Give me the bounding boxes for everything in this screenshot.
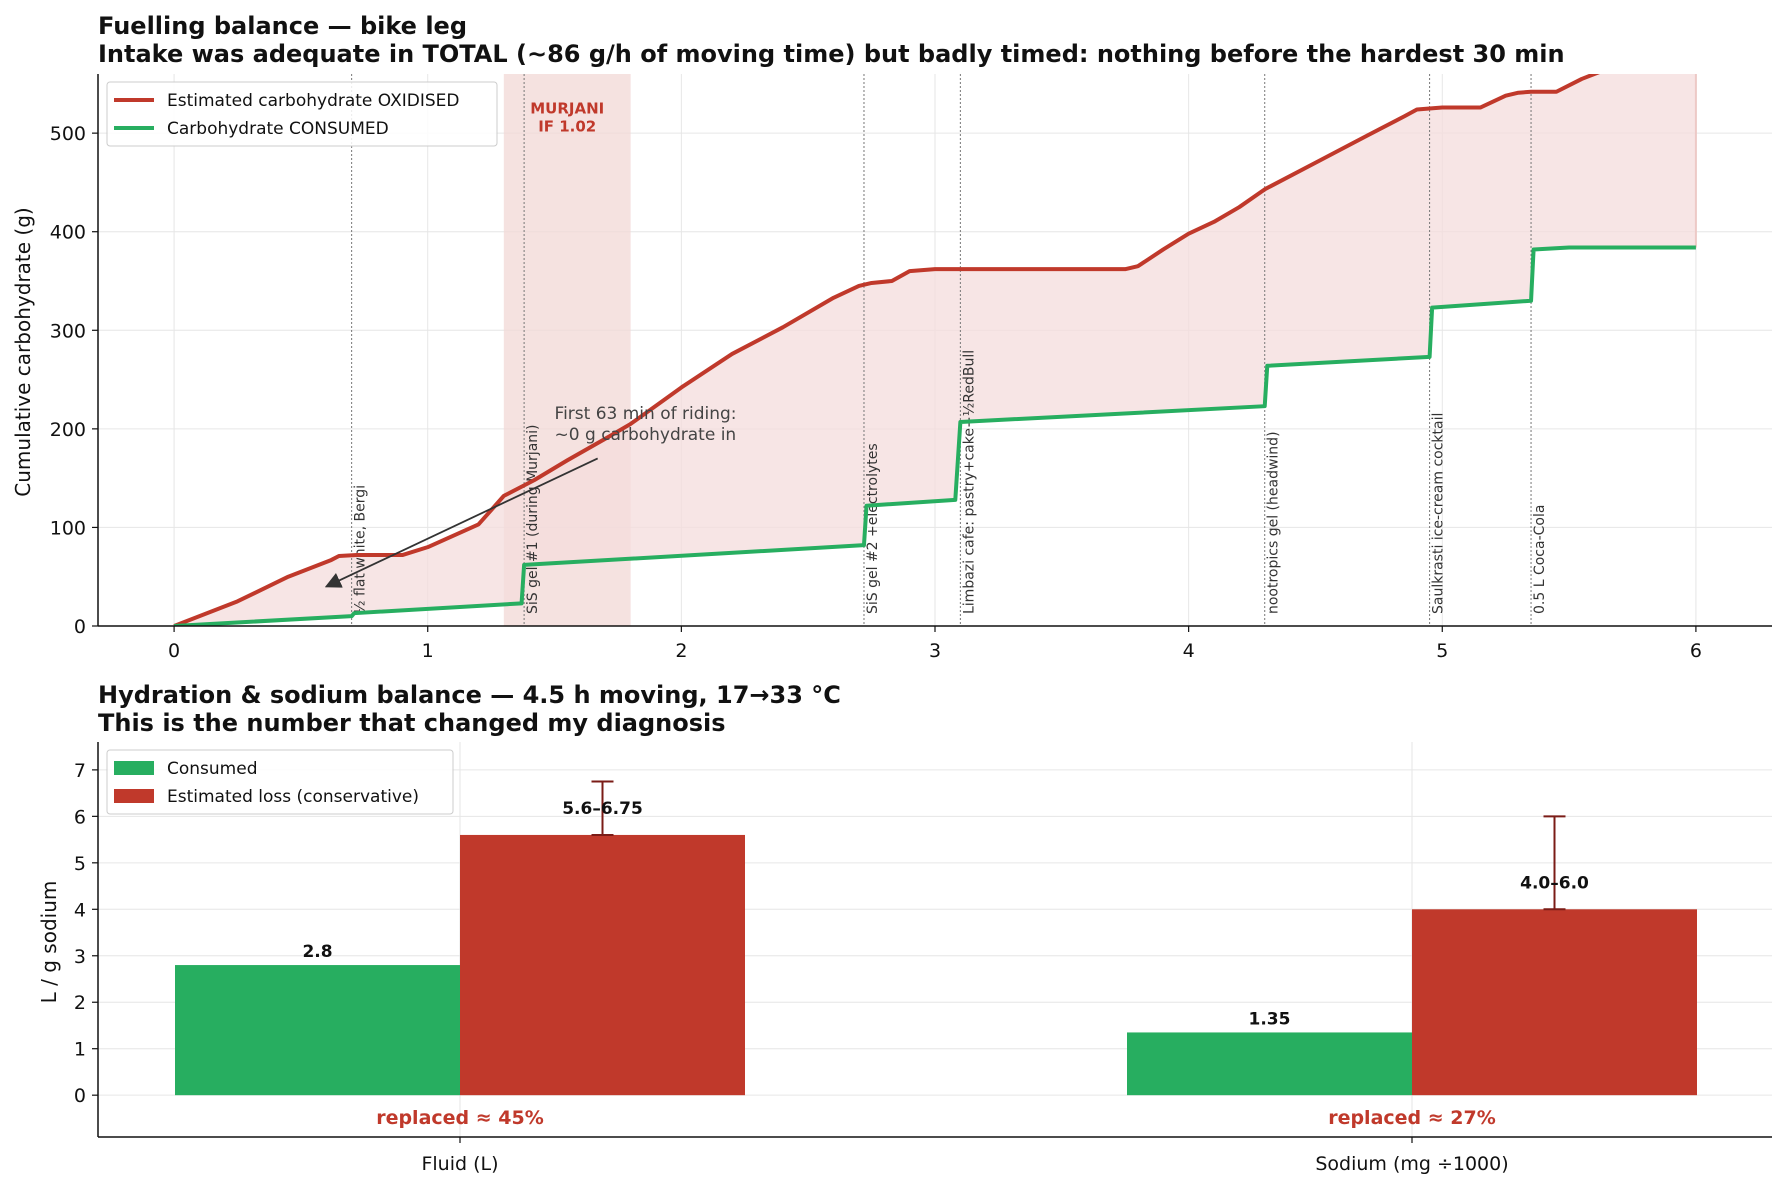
chart2-y-tick-label: 4 [74,899,86,921]
chart2-title: Hydration & sodium balance — 4.5 h movin… [98,681,841,709]
chart1-title: Fuelling balance — bike leg [98,12,467,40]
chart1-y-tick-label: 400 [50,222,86,244]
chart1-x-tick-label: 6 [1690,640,1702,662]
deficit-area [174,74,1696,626]
shaded-band-label: IF 1.02 [538,117,596,135]
legend-swatch-consumed-bar [114,761,154,775]
chart2-y-tick-label: 2 [74,992,86,1014]
event-label: SiS gel #2 +electrolytes [865,443,881,614]
chart2-x-tick-label: Sodium (mg ÷1000) [1315,1153,1508,1175]
event-label: SiS gel #1 (during Murjani) [525,424,541,614]
legend-label-consumed: Carbohydrate CONSUMED [167,119,389,139]
chart2-y-tick-label: 7 [74,760,86,782]
chart1-x-tick-label: 4 [1183,640,1195,662]
replaced-label: replaced ≈ 27% [1328,1107,1496,1129]
chart1-y-tick-label: 300 [50,320,86,342]
chart1-axes: 0 1 2 3 4 5 6 0 100 200 300 400 500 [50,74,1772,662]
event-label: Limbazi cafe: pastry+cake+½RedBull [961,350,977,614]
chart2-ylabel: L / g sodium [37,881,61,1004]
shaded-band-label: MURJANI [530,99,604,117]
annotation-text: ~0 g carbohydrate in [555,425,737,445]
chart1-y-tick-label: 200 [50,419,86,441]
chart1-y-tick-label: 100 [50,517,86,539]
replaced-label: replaced ≈ 45% [376,1107,544,1129]
legend-label-loss-bar: Estimated loss (conservative) [167,787,419,807]
event-label: nootropics gel (headwind) [1266,431,1282,614]
bar-consumed [1127,1032,1412,1096]
bar-loss [460,834,745,1096]
bar-loss [1412,909,1697,1096]
chart2-axes: 0 1 2 3 4 5 6 7 Fluid (L) Sodium (mg ÷1000) [74,742,1772,1175]
chart1-ylabel: Cumulative carbohydrate (g) [11,207,35,496]
event-label: ½ flat white, Bergi [353,485,369,614]
chart2-legend: Consumed Estimated loss (conservative) [106,749,454,815]
chart1-legend: Estimated carbohydrate OXIDISED Carbohyd… [106,81,498,147]
chart1-y-tick-label: 500 [50,123,86,145]
chart1-y-tick-label: 0 [74,616,86,638]
chart2-y-tick-label: 1 [74,1039,86,1061]
chart1-x-tick-label: 3 [929,640,941,662]
chart1-series-lines [173,74,1696,626]
chart2-legend-box [106,749,454,815]
bar-consumed [175,965,460,1096]
legend-label-consumed-bar: Consumed [167,759,258,779]
chart1-subtitle: Intake was adequate in TOTAL (~86 g/h of… [98,40,1565,68]
legend-swatch-loss-bar [114,789,154,803]
chart1-x-tick-label: 0 [168,640,180,662]
chart1-annotation: First 63 min of riding:~0 g carbohydrate… [324,404,737,588]
chart2-x-tick-label: Fluid (L) [421,1153,498,1175]
chart2-y-tick-label: 0 [74,1085,86,1107]
chart1-x-tick-label: 5 [1436,640,1448,662]
chart1-deficit-area [174,74,1697,626]
annotation-arrow [324,457,599,588]
legend-label-oxidised: Estimated carbohydrate OXIDISED [167,91,459,111]
bar-label-loss: 5.6–6.75 [562,799,643,819]
chart2-bars: 2.8 5.6–6.75 replaced ≈ 45% 1.35 4.0–6.0 repl… [175,780,1697,1129]
event-label: Saulkrasti ice-cream cocktail [1431,413,1447,614]
chart2-subtitle: This is the number that changed my diagn… [98,709,726,737]
chart1-legend-box [106,81,498,147]
chart2-y-tick-label: 5 [74,853,86,875]
series-line-consumed [173,245,1696,626]
bar-label-loss: 4.0–6.0 [1520,873,1589,893]
chart1-x-tick-label: 1 [422,640,434,662]
series-line-oxidised [173,74,1600,626]
chart2-y-tick-label: 3 [74,946,86,968]
bar-label-consumed: 1.35 [1249,1009,1291,1029]
event-label: 0.5 L Coca-Cola [1532,505,1548,614]
chart2-y-tick-label: 6 [74,806,86,828]
chart1-event-markers: ½ flat white, Bergi SiS gel #1 (during Mu… [351,74,1548,626]
annotation-text: First 63 min of riding: [555,404,737,424]
bar-label-consumed: 2.8 [302,942,332,962]
chart1-x-tick-label: 2 [675,640,687,662]
